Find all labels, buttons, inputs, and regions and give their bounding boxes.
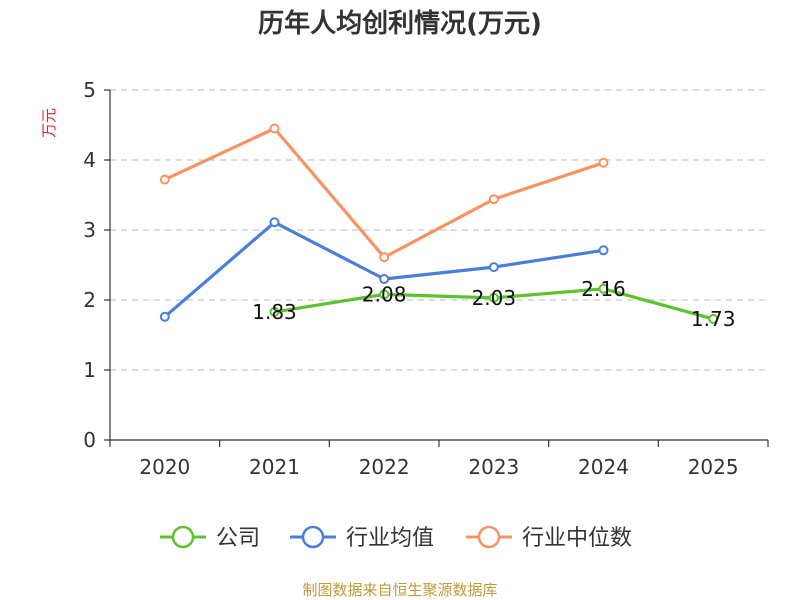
data-point xyxy=(488,262,499,273)
x-tick-label: 2024 xyxy=(578,455,629,479)
data-label: 1.73 xyxy=(691,307,736,331)
data-label: 2.03 xyxy=(472,286,517,310)
data-point xyxy=(598,245,609,256)
data-point xyxy=(269,306,280,317)
y-tick-label: 3 xyxy=(83,218,96,242)
legend-label: 行业中位数 xyxy=(522,526,632,551)
legend-item-1[interactable]: 公司 xyxy=(160,525,260,551)
x-tick-label: 2020 xyxy=(139,455,190,479)
y-tick-label: 4 xyxy=(83,148,96,172)
chart-title: 历年人均创利情况(万元) xyxy=(258,8,542,39)
legend-label: 公司 xyxy=(216,526,260,551)
y-tick-label: 2 xyxy=(83,288,96,312)
x-tick-label: 2021 xyxy=(249,455,300,479)
data-point xyxy=(598,157,609,168)
x-tick-label: 2025 xyxy=(688,455,739,479)
data-point xyxy=(379,289,390,300)
axes: 0 1 2 3 4 5 2020 2021 2022 2023 2024 2025 xyxy=(83,78,769,479)
data-labels: 1.83 2.08 2.03 2.16 1.73 xyxy=(252,277,735,331)
data-label: 2.08 xyxy=(362,282,407,306)
x-tick-label: 2022 xyxy=(359,455,410,479)
data-point xyxy=(159,174,170,185)
legend-marker xyxy=(171,525,195,549)
data-point xyxy=(488,194,499,205)
data-point xyxy=(269,123,280,134)
data-point xyxy=(488,292,499,303)
data-point xyxy=(708,313,719,324)
data-point xyxy=(379,274,390,284)
y-tick-label: 5 xyxy=(83,78,96,102)
y-axis-unit: 万元 xyxy=(40,108,58,138)
source-note: 制图数据来自恒生聚源数据库 xyxy=(302,581,497,599)
legend-marker xyxy=(301,525,325,549)
data-label: 1.83 xyxy=(252,300,297,324)
data-point xyxy=(269,217,280,228)
data-point xyxy=(159,311,170,322)
y-tick-label: 1 xyxy=(83,358,96,382)
x-tick-label: 2023 xyxy=(468,455,519,479)
legend-item-3[interactable]: 行业中位数 xyxy=(466,525,632,551)
data-point xyxy=(598,283,609,294)
legend-item-2[interactable]: 行业均值 xyxy=(290,525,434,551)
legend-marker xyxy=(477,525,501,549)
data-label: 2.16 xyxy=(581,277,626,301)
legend-label: 行业均值 xyxy=(346,526,434,551)
series-lines xyxy=(159,123,719,324)
data-point xyxy=(379,252,390,263)
series-line-3 xyxy=(164,126,605,259)
legend[interactable]: 公司 行业均值 行业中位数 xyxy=(160,525,632,551)
y-tick-label: 0 xyxy=(83,428,96,452)
